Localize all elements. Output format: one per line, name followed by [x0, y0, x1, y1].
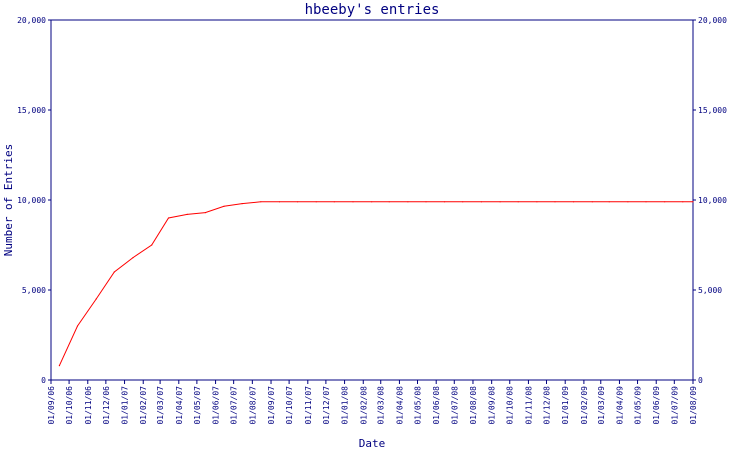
x-tick-label: 01/06/09 — [652, 386, 661, 425]
data-point — [352, 201, 354, 203]
data-point — [627, 201, 629, 203]
y-tick-label-right: 0 — [698, 376, 703, 385]
data-point — [591, 201, 593, 203]
x-tick-label: 01/07/08 — [450, 386, 459, 425]
x-tick-label: 01/07/09 — [670, 386, 679, 425]
y-tick-label-left: 5,000 — [22, 286, 46, 295]
data-point — [682, 201, 684, 203]
x-tick-label: 01/01/09 — [561, 386, 570, 425]
x-tick-label: 01/10/07 — [285, 386, 294, 425]
y-axis-left: 0 5,000 10,000 15,000 20,000 — [17, 16, 51, 385]
y-tick-label-right: 20,000 — [698, 16, 727, 25]
data-point — [425, 201, 427, 203]
data-point — [573, 201, 575, 203]
data-point — [333, 201, 335, 203]
x-tick-label: 01/10/08 — [506, 386, 515, 425]
data-point — [371, 201, 373, 203]
data-point — [278, 201, 281, 203]
x-tick-label: 01/08/07 — [248, 386, 257, 425]
data-point — [462, 201, 464, 203]
data-point — [407, 201, 409, 203]
data-point — [554, 201, 556, 203]
x-tick-label: 01/04/09 — [615, 386, 624, 425]
data-point — [315, 201, 317, 203]
series-layer — [58, 201, 694, 367]
x-tick-label: 01/11/06 — [84, 386, 93, 425]
data-point — [204, 212, 206, 214]
data-point — [260, 201, 262, 203]
x-tick-label: 01/11/08 — [524, 386, 533, 425]
plot-area — [50, 19, 694, 381]
data-point — [58, 365, 61, 367]
y-tick-label-right: 5,000 — [698, 286, 722, 295]
x-tick-label: 01/12/07 — [322, 386, 331, 425]
data-point — [297, 201, 299, 203]
data-point — [480, 201, 482, 203]
x-tick-label: 01/03/07 — [156, 386, 165, 425]
data-point — [151, 244, 153, 246]
data-point — [241, 203, 243, 205]
x-tick-label: 01/09/07 — [267, 386, 276, 425]
data-point — [536, 201, 538, 203]
data-point — [167, 217, 170, 219]
data-point — [186, 213, 188, 215]
x-tick-label: 01/01/08 — [341, 386, 350, 425]
y-tick-label-right: 10,000 — [698, 196, 727, 205]
x-axis-label: Date — [359, 437, 386, 450]
x-tick-label: 01/07/07 — [230, 386, 239, 425]
x-tick-label: 01/08/08 — [469, 386, 478, 425]
x-tick-label: 01/10/06 — [65, 386, 74, 425]
data-point — [664, 201, 666, 203]
x-tick-label: 01/05/09 — [634, 386, 643, 425]
x-tick-label: 01/08/09 — [689, 386, 698, 425]
data-point — [517, 201, 519, 203]
x-tick-label: 01/05/07 — [193, 386, 202, 425]
y-tick-label-right: 15,000 — [698, 106, 727, 115]
x-tick-label: 01/04/07 — [175, 386, 184, 425]
series-line — [58, 201, 693, 366]
data-point — [132, 257, 134, 259]
x-tick-label: 01/02/08 — [359, 386, 368, 425]
x-tick-label: 01/01/07 — [121, 386, 130, 425]
y-tick-label-left: 20,000 — [17, 16, 46, 25]
data-point — [444, 201, 446, 203]
x-tick-label: 01/05/08 — [414, 386, 423, 425]
x-tick-label: 01/11/07 — [304, 386, 313, 425]
data-point — [645, 201, 647, 203]
data-point — [113, 271, 115, 273]
data-point — [76, 325, 79, 327]
data-point — [388, 201, 390, 203]
x-tick-label: 01/09/08 — [488, 386, 497, 425]
y-tick-label-left: 10,000 — [17, 196, 46, 205]
x-tick-label: 01/03/08 — [377, 386, 386, 425]
data-point — [223, 205, 225, 207]
chart-title: hbeeby's entries — [305, 2, 440, 18]
data-point — [692, 201, 694, 203]
data-point — [608, 201, 610, 203]
data-point — [499, 201, 501, 203]
x-tick-label: 01/02/09 — [580, 386, 589, 425]
x-tick-label: 01/06/07 — [212, 386, 221, 425]
y-axis-label: Number of Entries — [2, 144, 15, 257]
data-point — [95, 298, 97, 300]
x-tick-label: 01/04/08 — [395, 386, 404, 425]
x-tick-label: 01/03/09 — [597, 386, 606, 425]
y-axis-right: 0 5,000 10,000 15,000 20,000 — [693, 16, 727, 385]
x-axis: 01/09/06 01/10/06 01/11/06 01/12/06 01/01/07… — [47, 380, 698, 425]
x-tick-label: 01/12/08 — [543, 386, 552, 425]
x-tick-label: 01/12/06 — [102, 386, 111, 425]
x-tick-label: 01/06/08 — [432, 386, 441, 425]
x-tick-label: 01/09/06 — [47, 386, 56, 425]
x-tick-label: 01/02/07 — [139, 386, 148, 425]
y-tick-label-left: 0 — [41, 376, 46, 385]
y-tick-label-left: 15,000 — [17, 106, 46, 115]
